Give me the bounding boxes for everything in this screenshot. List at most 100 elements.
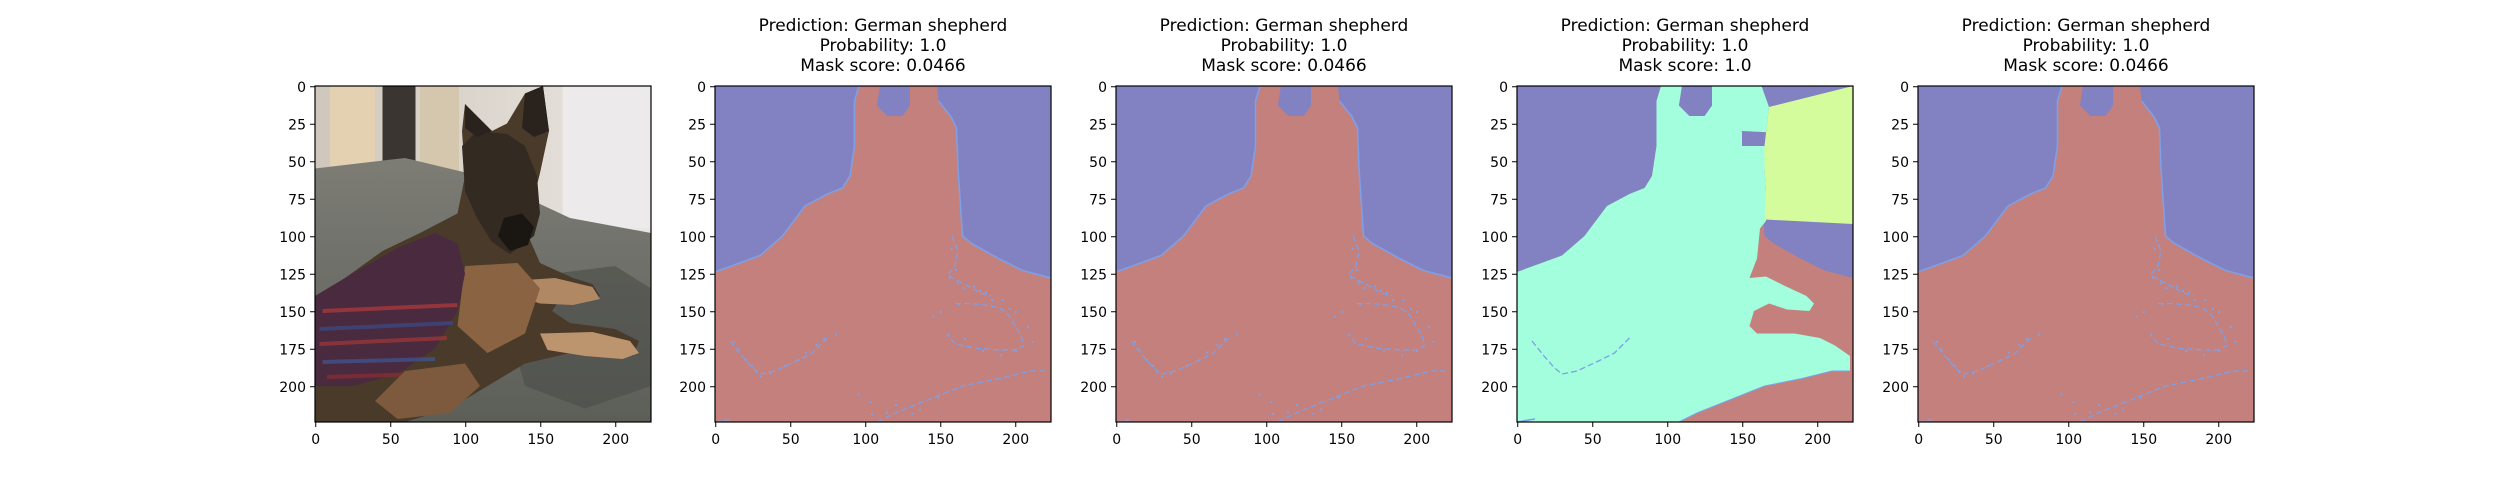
dog-region: [1918, 86, 2254, 422]
x-tick-label: 0: [1112, 432, 1121, 448]
y-tick-label: 200: [679, 380, 706, 396]
edge-speck: [2038, 333, 2040, 336]
edge-speck: [991, 299, 993, 301]
x-tick-label: 100: [1654, 432, 1681, 448]
edge-speck: [823, 338, 825, 340]
axes-frame: [714, 85, 1052, 423]
edge-speck: [1972, 372, 1974, 375]
x-tick-label: 50: [1584, 432, 1602, 448]
edge-speck: [1357, 282, 1360, 285]
edge-speck: [932, 315, 935, 318]
y-tick-label: 75: [1490, 192, 1508, 208]
y-tick-label: 175: [1882, 342, 1909, 358]
y-tick-label: 125: [1481, 267, 1508, 283]
panel-4: 0 50 100 150 200 0 25 50 75 100 125 150 175 200 Predic…: [1481, 16, 1854, 448]
y-tick-label: 150: [279, 305, 306, 321]
edge-speck: [2188, 291, 2190, 294]
edge-speck: [979, 290, 981, 292]
top-notch-region: [877, 86, 910, 116]
edge-speck: [1341, 311, 1343, 313]
panel-title-line: Mask score: 1.0: [1618, 56, 1751, 76]
edge-speck: [769, 372, 771, 375]
y-tick-label: 150: [1481, 305, 1508, 321]
edge-speck: [1987, 365, 1989, 367]
edge-speck: [1958, 371, 1961, 373]
y-tick-label: 200: [1882, 380, 1909, 396]
edge-line: [1277, 370, 1449, 422]
x-tick-label: 200: [1002, 432, 1029, 448]
edge-speck: [2182, 290, 2184, 292]
edge-speck: [1236, 333, 1238, 336]
edge-speck: [815, 344, 818, 346]
panel-title-line: Prediction: German shepherd: [759, 16, 1008, 36]
edge-line: [2149, 235, 2195, 297]
edge-speck: [805, 351, 807, 354]
edge-line: [2079, 370, 2251, 422]
x-tick-label: 200: [1804, 432, 1831, 448]
x-tick-label: 150: [527, 432, 554, 448]
panel-5: 0 50 100 150 200 0 25 50 75 100 125 150 175 200 Predic…: [1882, 16, 2255, 448]
edge-speck: [947, 333, 950, 336]
edge-speck: [955, 269, 957, 271]
panel-2: 0 50 100 150 200 0 25 50 75 100 125 150 175 200 Predic…: [679, 16, 1052, 448]
edge-speck: [1401, 354, 1403, 357]
edge-speck: [1258, 393, 1261, 396]
y-tick-label: 50: [288, 155, 306, 171]
y-tick-label: 25: [688, 117, 706, 133]
axes-frame: [314, 85, 652, 423]
y-tick-label: 0: [1098, 80, 1107, 96]
edge-speck: [1134, 341, 1136, 343]
edge-speck: [1386, 291, 1388, 294]
edge-speck: [1015, 350, 1017, 352]
x-tick-label: 50: [782, 432, 800, 448]
edge-speck: [857, 393, 860, 396]
edge-speck: [2159, 282, 2162, 285]
y-tick-label: 150: [679, 305, 706, 321]
y-tick-label: 0: [697, 80, 706, 96]
edge-speck: [1312, 413, 1315, 415]
y-tick-label: 175: [1080, 342, 1107, 358]
y-tick-label: 75: [288, 192, 306, 208]
y-tick-label: 100: [1080, 230, 1107, 246]
edge-speck: [2018, 344, 2021, 346]
edge-speck: [1416, 350, 1418, 352]
edge-speck: [1287, 411, 1289, 414]
edge-speck: [985, 291, 987, 294]
top-notch-region: [2080, 86, 2113, 116]
edge-speck: [760, 375, 762, 378]
x-tick-label: 100: [852, 432, 879, 448]
segmentation-mask: [1918, 86, 2254, 422]
edge-speck: [962, 287, 965, 289]
edge-speck: [2135, 315, 2138, 318]
edge-speck: [2204, 299, 2207, 301]
edge-speck: [1031, 341, 1034, 343]
edge-speck: [2152, 276, 2154, 279]
region-edge: [1338, 86, 1452, 279]
y-tick-label: 50: [1089, 155, 1107, 171]
edge-speck: [1338, 396, 1340, 399]
edge-speck: [2000, 359, 2003, 361]
y-tick-label: 200: [1080, 380, 1107, 396]
input-image: [315, 86, 651, 422]
y-tick-label: 125: [679, 267, 706, 283]
y-tick-label: 50: [1891, 155, 1909, 171]
edge-speck: [937, 396, 939, 399]
x-tick-label: 100: [1253, 432, 1280, 448]
panel-title-line: Probability: 1.0: [2023, 36, 2150, 56]
x-tick-label: 0: [711, 432, 720, 448]
edge-line: [1932, 337, 2031, 375]
edge-speck: [982, 350, 984, 352]
dog-photo: [315, 86, 651, 422]
top-notch-region: [1679, 86, 1712, 116]
edge-speck: [973, 285, 975, 288]
y-tick-label: 100: [679, 230, 706, 246]
y-tick-label: 75: [1891, 192, 1909, 208]
edge-speck: [1383, 350, 1385, 352]
edge-speck: [1402, 299, 1405, 301]
edge-line: [947, 302, 1025, 351]
edge-speck: [1333, 315, 1336, 318]
edge-speck: [1027, 326, 1029, 328]
edge-speck: [1161, 375, 1163, 378]
edge-speck: [797, 359, 800, 361]
edge-speck: [1416, 311, 1418, 313]
